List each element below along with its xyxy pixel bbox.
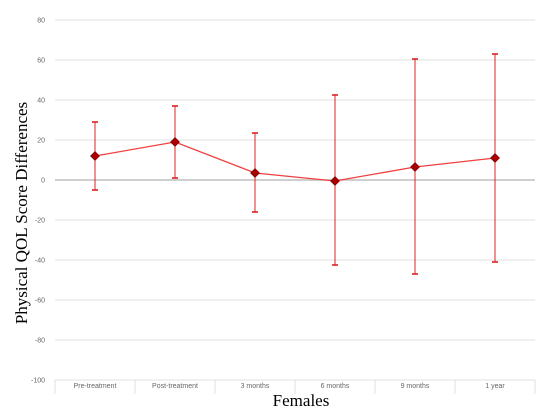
data-point [90,151,100,161]
y-tick-label: -60 [35,298,45,305]
x-tick-label: Pre-treatment [74,383,117,390]
series-group [90,53,500,275]
x-tick-label: 1 year [485,383,505,390]
y-tick-label: -80 [35,338,45,345]
y-tick-label: -100 [31,378,45,385]
y-axis-title: Physical QOL Score Differences [12,102,31,324]
x-tick-label: 6 months [321,383,350,390]
y-tick-labels: -100 -80 -60 -40 -20 0 20 40 60 80 [31,18,45,385]
y-tick-label: -20 [35,218,45,225]
y-tick-label: -40 [35,258,45,265]
data-point [490,153,500,163]
data-point [170,137,180,147]
x-tick-labels: Pre-treatment Post-treatment 3 months 6 mon… [74,383,506,390]
data-point [250,168,260,178]
y-tick-label: 80 [37,18,45,25]
y-tick-label: 0 [41,178,45,185]
y-tick-label: 40 [37,98,45,105]
y-tick-label: 20 [37,138,45,145]
y-tick-label: 60 [37,58,45,65]
data-point [410,162,420,172]
x-tick-label: Post-treatment [152,383,198,390]
data-point [330,176,340,186]
x-tick-label: 9 months [401,383,430,390]
gridlines [54,19,536,394]
x-axis-title: Females [273,391,330,410]
x-tick-label: 3 months [241,383,270,390]
series-line [94,141,496,182]
